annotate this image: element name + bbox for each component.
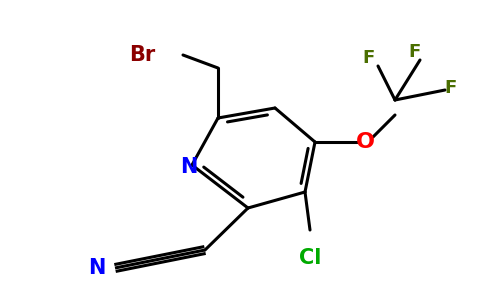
Text: N: N — [88, 258, 105, 278]
Text: N: N — [181, 157, 197, 177]
Text: F: F — [409, 43, 421, 61]
Text: Cl: Cl — [299, 248, 321, 268]
Text: O: O — [356, 132, 375, 152]
Text: F: F — [362, 49, 374, 67]
Text: Br: Br — [129, 45, 155, 65]
Text: F: F — [444, 79, 456, 97]
